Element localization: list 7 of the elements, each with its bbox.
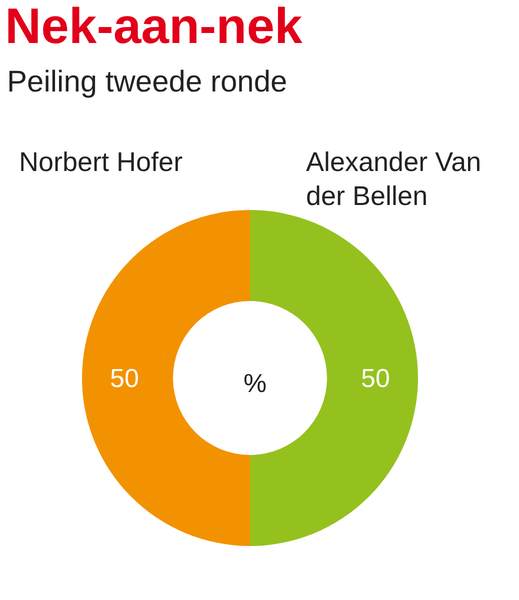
data-label: 50	[361, 363, 390, 393]
slice-label: Norbert Hofer	[19, 147, 183, 177]
text: %	[243, 368, 267, 398]
chart-subtitle: Peiling tweede ronde	[7, 66, 288, 98]
chart-title: Nek-aan-nek	[5, 0, 303, 54]
data-label: 50	[110, 363, 139, 393]
slice-label: Alexander Van der Bellen	[306, 147, 489, 211]
